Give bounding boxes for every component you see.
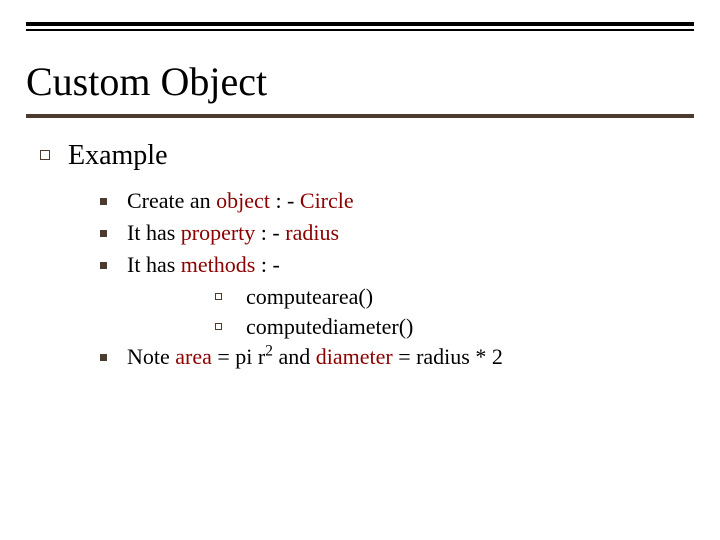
- text-mid: : -: [255, 252, 279, 277]
- list-item: Create an object : - Circle: [100, 188, 680, 214]
- accent-text: radius: [285, 220, 339, 245]
- text-mid: = pi r: [212, 344, 265, 369]
- bullet-hollow-square-icon: [215, 293, 222, 300]
- top-rule-thick: [26, 22, 694, 26]
- slide-title: Custom Object: [26, 58, 267, 105]
- top-divider: [26, 22, 694, 31]
- superscript: 2: [265, 343, 273, 360]
- text-prefix: Create an: [127, 188, 216, 213]
- accent-text: object: [216, 188, 270, 213]
- text-mid: : -: [270, 188, 300, 213]
- accent-text: diameter: [316, 344, 393, 369]
- accent-text: Circle: [300, 188, 354, 213]
- level2-text: It has property : - radius: [127, 220, 339, 246]
- text-mid: : -: [255, 220, 285, 245]
- accent-text: area: [175, 344, 212, 369]
- accent-text: methods: [181, 252, 256, 277]
- bullet-solid-square-icon: [100, 354, 107, 361]
- top-rule-thin: [26, 29, 694, 31]
- title-underline: [26, 114, 694, 118]
- list-level2-group: Create an object : - Circle It has prope…: [100, 188, 680, 370]
- level3-text: computediameter(): [246, 314, 413, 340]
- text-suffix: = radius * 2: [393, 344, 503, 369]
- level2-text: Create an object : - Circle: [127, 188, 354, 214]
- level1-text: Example: [68, 140, 168, 172]
- content-area: Example Create an object : - Circle It h…: [40, 140, 680, 376]
- text-prefix: It has: [127, 252, 181, 277]
- level2-text: Note area = pi r2 and diameter = radius …: [127, 344, 503, 370]
- list-item: It has methods : -: [100, 252, 680, 278]
- list-item: Note area = pi r2 and diameter = radius …: [100, 344, 680, 370]
- level3-text: computearea(): [246, 284, 373, 310]
- list-level1: Example: [40, 140, 680, 172]
- list-item: computediameter(): [215, 314, 680, 340]
- list-item: computearea(): [215, 284, 680, 310]
- bullet-solid-square-icon: [100, 198, 107, 205]
- text-prefix: It has: [127, 220, 181, 245]
- accent-text: property: [181, 220, 256, 245]
- list-item: It has property : - radius: [100, 220, 680, 246]
- bullet-solid-square-icon: [100, 262, 107, 269]
- bullet-hollow-square-icon: [40, 150, 50, 160]
- list-level3-group: computearea() computediameter(): [215, 284, 680, 340]
- text-mid: and: [273, 344, 316, 369]
- level2-text: It has methods : -: [127, 252, 280, 278]
- bullet-solid-square-icon: [100, 230, 107, 237]
- text-prefix: Note: [127, 344, 175, 369]
- bullet-hollow-square-icon: [215, 323, 222, 330]
